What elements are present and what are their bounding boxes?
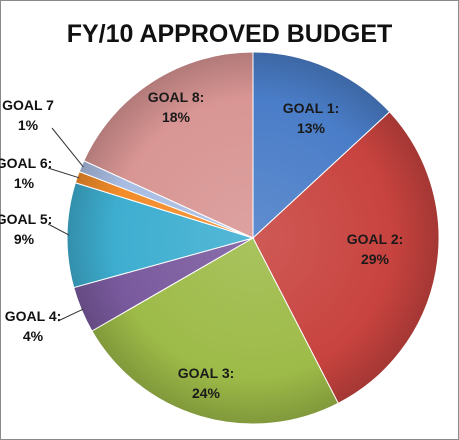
- leader-line-goal-7: [51, 127, 84, 168]
- slice-label-goal-8: GOAL 8:: [148, 89, 205, 105]
- slice-percent-goal-2: 29%: [361, 251, 390, 267]
- pie-slice-goal-2: [252, 111, 440, 404]
- slice-label-goal-4: GOAL 4:: [5, 308, 62, 324]
- slice-label-goal-3: GOAL 3:: [178, 365, 235, 381]
- slice-percent-goal-4: 4%: [23, 328, 44, 344]
- pie-slice-goal-1: [252, 51, 391, 240]
- pie-slice-goal-3: [91, 237, 339, 425]
- slice-label-goal-7: GOAL 7: [2, 97, 54, 113]
- chart-title: FY/10 APPROVED BUDGET: [66, 20, 393, 48]
- pie-slice-goal-8: [83, 51, 254, 239]
- pie-slice-goal-5: [66, 182, 255, 289]
- slice-percent-goal-5: 9%: [14, 231, 35, 247]
- slice-label-goal-5: GOAL 5:: [0, 211, 52, 227]
- slice-label-goal-6: GOAL 6:: [0, 155, 52, 171]
- slice-percent-goal-6: 1%: [14, 175, 35, 191]
- leader-line-goal-6: [47, 167, 80, 179]
- slice-percent-goal-1: 13%: [297, 120, 326, 136]
- slice-percent-goal-7: 1%: [18, 117, 39, 133]
- slice-percent-goal-8: 18%: [162, 109, 191, 125]
- slice-percent-goal-3: 24%: [192, 385, 221, 401]
- slice-label-goal-2: GOAL 2:: [347, 231, 404, 247]
- slice-label-goal-1: GOAL 1:: [283, 100, 340, 116]
- leader-line-goal-4: [57, 308, 84, 322]
- leader-line-goal-5: [47, 223, 70, 236]
